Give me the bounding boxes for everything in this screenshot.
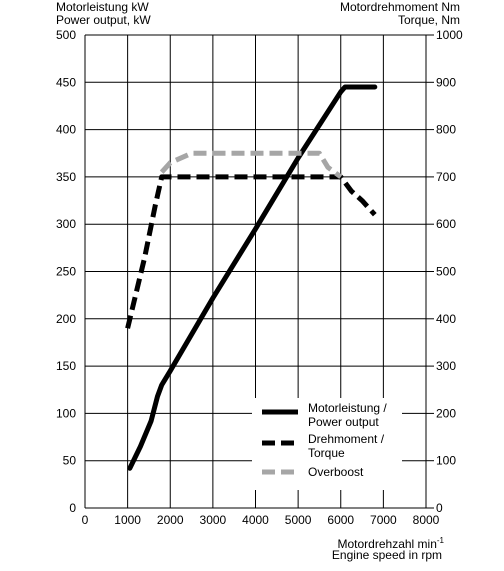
y-left-tick-label: 250 [56, 265, 76, 279]
overboost-line [159, 150, 343, 179]
y-left-tick-label: 500 [56, 28, 76, 42]
x-tick-label: 3000 [200, 513, 227, 527]
y-left-tick-label: 450 [56, 75, 76, 89]
power-output-legend-label: Motorleistung / [308, 401, 387, 415]
x-axis-title-main: Motordrehzahl min [337, 537, 437, 551]
y-left-tick-label: 50 [63, 454, 77, 468]
torque-legend-label: Drehmoment / [308, 432, 385, 446]
y-left-tick-label: 300 [56, 217, 76, 231]
power-output-line [127, 84, 378, 471]
y-right-tick-label: 300 [436, 359, 456, 373]
y-left-tick-label: 400 [56, 123, 76, 137]
chart-ticks: 0 1000 2000 3000 4000 5000 6000 7000 80000501001… [56, 28, 463, 527]
overboost-legend-label: Overboost [308, 465, 364, 479]
x-axis-title-sup: -1 [436, 536, 444, 545]
chart-legend: Motorleistung /Power output Drehmoment /T… [252, 398, 402, 490]
y-right-tick-label: 800 [436, 123, 456, 137]
y-left-tick-label: 350 [56, 170, 76, 184]
y-right-tick-label: 700 [436, 170, 456, 184]
y-left-tick-label: 150 [56, 359, 76, 373]
x-tick-label: 6000 [327, 513, 354, 527]
y-right-tick-label: 1000 [436, 28, 463, 42]
y-right-tick-label: 500 [436, 265, 456, 279]
x-tick-label: 2000 [157, 513, 184, 527]
x-tick-label: 8000 [413, 513, 440, 527]
x-axis-title-line2: Engine speed in rpm [331, 548, 442, 562]
y-right-tick-label: 400 [436, 312, 456, 326]
x-tick-label: 4000 [242, 513, 269, 527]
left-axis-title-line1: Motorleistung kW [56, 0, 149, 14]
y-right-tick-label: 900 [436, 75, 456, 89]
y-right-tick-label: 600 [436, 217, 456, 231]
right-axis-title-line1: Motordrehmoment Nm [339, 0, 460, 14]
x-tick-label: 7000 [370, 513, 397, 527]
chart-series [125, 84, 378, 471]
x-tick-label: 1000 [114, 513, 141, 527]
torque-legend-label: Torque [308, 446, 345, 460]
y-left-tick-label: 0 [69, 501, 76, 515]
left-axis-title-line2: Power output, kW [56, 13, 151, 27]
y-right-tick-label: 100 [436, 454, 456, 468]
x-tick-label: 5000 [285, 513, 312, 527]
x-axis-title-line1: Motordrehzahl min-1 [338, 534, 445, 551]
torque-line [125, 174, 377, 329]
y-right-tick-label: 0 [436, 501, 443, 515]
power-output-legend-label: Power output [308, 415, 379, 429]
y-left-tick-label: 100 [56, 406, 76, 420]
y-right-tick-label: 200 [436, 406, 456, 420]
y-left-tick-label: 200 [56, 312, 76, 326]
x-tick-label: 0 [82, 513, 89, 527]
right-axis-title-line2: Torque, Nm [397, 13, 460, 27]
